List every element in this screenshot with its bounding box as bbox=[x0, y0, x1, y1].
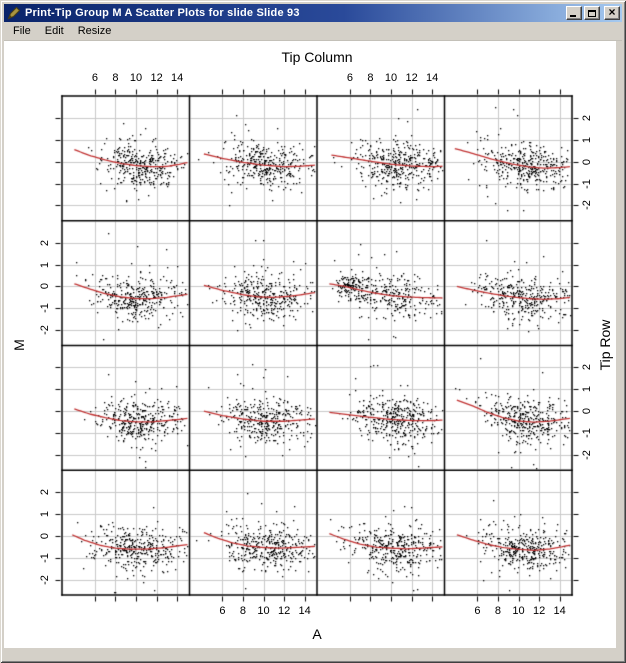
y-tick-label-left: 0 bbox=[39, 283, 51, 290]
scatter-panel-row3-col1 bbox=[62, 346, 190, 471]
menu-item-resize[interactable]: Resize bbox=[77, 25, 112, 37]
x-tick-label-top: 12 bbox=[150, 72, 163, 84]
x-tick-label-top: 8 bbox=[112, 72, 119, 84]
window-title: Print-Tip Group M A Scatter Plots for sl… bbox=[25, 7, 300, 19]
y-tick-label-left: 2 bbox=[39, 489, 51, 496]
scatter-panel-row4-col2 bbox=[190, 470, 318, 595]
y-tick-label-left: 1 bbox=[39, 510, 51, 518]
x-tick-label-bottom: 10 bbox=[512, 605, 525, 617]
bottom-axis-title: A bbox=[312, 626, 322, 642]
window-controls: × bbox=[566, 6, 620, 20]
maximize-button[interactable] bbox=[584, 6, 600, 20]
x-tick-label-top: 14 bbox=[171, 72, 184, 84]
scatter-panel-row4-col3 bbox=[317, 470, 445, 595]
scatter-panel-row2-col3 bbox=[317, 221, 445, 346]
y-tick-label-left: 2 bbox=[39, 239, 51, 246]
scatter-panel-row2-col1 bbox=[62, 221, 190, 346]
close-button[interactable]: × bbox=[604, 6, 620, 20]
scatter-lattice-canvas bbox=[4, 41, 616, 648]
x-tick-label-bottom: 6 bbox=[474, 605, 481, 617]
y-tick-label-right: 2 bbox=[581, 364, 593, 371]
x-tick-label-bottom: 12 bbox=[277, 605, 291, 617]
y-tick-label-left: -2 bbox=[39, 574, 51, 585]
y-tick-label-left: -2 bbox=[39, 325, 51, 336]
x-tick-label-top: 10 bbox=[384, 72, 398, 84]
y-tick-label-right: -1 bbox=[581, 178, 593, 189]
minimize-icon bbox=[570, 15, 576, 17]
top-axis-title: Tip Column bbox=[281, 49, 353, 65]
x-tick-label-top: 10 bbox=[129, 72, 143, 84]
title-bar[interactable]: Print-Tip Group M A Scatter Plots for sl… bbox=[4, 4, 622, 22]
minimize-button[interactable] bbox=[566, 6, 582, 20]
scatter-panel-row2-col4 bbox=[445, 221, 573, 346]
scatter-panel-row1-col1 bbox=[62, 96, 190, 221]
maximize-icon bbox=[588, 9, 596, 17]
y-tick-label-left: 1 bbox=[39, 261, 51, 268]
x-tick-label-top: 14 bbox=[426, 72, 439, 84]
x-tick-label-bottom: 6 bbox=[219, 605, 226, 617]
plot-device: Tip Column A M Tip Row 6 8 10 12 14 6 8 10 12 14 6… bbox=[4, 41, 616, 648]
y-tick-label-left: -1 bbox=[39, 303, 51, 314]
x-tick-label-bottom: 12 bbox=[532, 605, 546, 617]
x-tick-label-bottom: 10 bbox=[257, 605, 270, 617]
x-tick-label-top: 6 bbox=[91, 72, 98, 84]
scatter-panel-row3-col4 bbox=[445, 346, 573, 471]
scatter-panel-row1-col2 bbox=[190, 96, 318, 221]
y-tick-label-right: 1 bbox=[581, 136, 593, 143]
scatter-panel-row2-col2 bbox=[190, 221, 318, 346]
x-tick-label-bottom: 14 bbox=[298, 605, 311, 617]
y-tick-label-right: -1 bbox=[581, 428, 593, 438]
y-tick-label-right: 0 bbox=[581, 158, 593, 165]
x-tick-label-bottom: 8 bbox=[494, 605, 502, 617]
pen-icon bbox=[7, 6, 21, 20]
scatter-panel-row1-col3 bbox=[317, 96, 445, 221]
scatter-panel-row3-col3 bbox=[317, 346, 445, 471]
x-tick-label-bottom: 8 bbox=[239, 605, 247, 617]
menu-bar: File Edit Resize bbox=[4, 22, 622, 41]
y-tick-label-right: -2 bbox=[581, 450, 593, 460]
right-axis-title: Tip Row bbox=[597, 319, 613, 371]
menu-item-edit[interactable]: Edit bbox=[44, 25, 64, 37]
close-icon: × bbox=[608, 5, 616, 19]
scatter-panel-row4-col1 bbox=[62, 470, 190, 595]
x-tick-label-top: 6 bbox=[346, 72, 353, 84]
y-tick-label-right: -2 bbox=[581, 200, 593, 211]
y-tick-label-right: 1 bbox=[581, 386, 593, 393]
y-tick-label-right: 0 bbox=[581, 408, 593, 415]
x-tick-label-top: 8 bbox=[367, 72, 374, 84]
x-tick-label-bottom: 14 bbox=[553, 605, 566, 617]
y-tick-label-right: 2 bbox=[581, 114, 593, 121]
scatter-panel-row1-col4 bbox=[445, 96, 573, 221]
y-tick-label-left: 0 bbox=[39, 532, 51, 539]
x-tick-label-top: 12 bbox=[405, 72, 418, 84]
y-tick-label-left: -1 bbox=[39, 552, 51, 563]
scatter-panel-row3-col2 bbox=[190, 346, 318, 471]
menu-item-file[interactable]: File bbox=[13, 25, 31, 37]
scatter-panel-row4-col4 bbox=[445, 470, 573, 595]
left-axis-title: M bbox=[11, 339, 27, 351]
